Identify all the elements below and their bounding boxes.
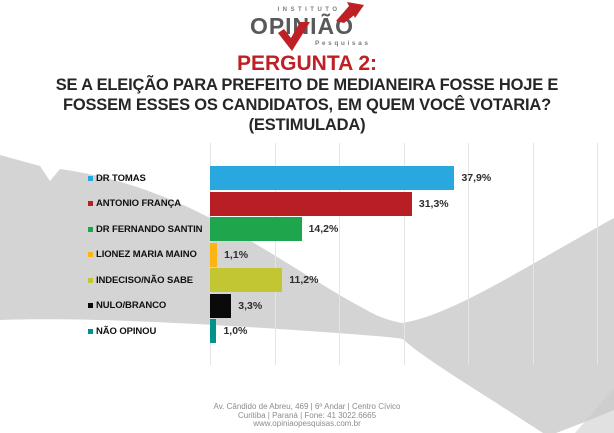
legend-item-indeciso-nao-sabe: INDECISO/NÃO SABE: [88, 268, 193, 292]
gridline: [339, 143, 340, 365]
institute-logo: INSTITUTO OPINIÃO Pesquisas: [0, 0, 614, 52]
legend-marker-lionez-maria-maino: [88, 252, 93, 257]
checkmark-icon: [278, 2, 364, 51]
gridline: [532, 143, 534, 365]
footer-address: Av. Cândido de Abreu, 469 | 6º Andar | C…: [213, 402, 401, 411]
bar-value-nao-opinou: 1,0%: [223, 325, 248, 337]
bar-value-dr-tomas: 37,9%: [461, 172, 492, 184]
legend-marker-nulo-branco: [88, 303, 93, 308]
page-title: PERGUNTA 2:: [236, 52, 377, 75]
footer: Av. Cândido de Abreu, 469 | 6º Andar | C…: [0, 402, 614, 429]
right-swoosh-shape: [402, 218, 614, 433]
bar-indeciso-nao-sabe: [210, 268, 283, 292]
legend-item-nulo-branco: NULO/BRANCO: [88, 294, 166, 318]
legend-marker-dr-tomas: [88, 175, 93, 181]
bar-value-dr-fernando-santin: 14,2%: [308, 223, 339, 235]
corner-swoosh-shape: [575, 388, 614, 433]
bar-lionez-maria-maino: [210, 242, 218, 267]
bar-value-indeciso-nao-sabe: 11,2%: [289, 274, 319, 286]
left-swoosh-shape: [0, 155, 403, 339]
legend-marker-indeciso-nao-sabe: [88, 277, 93, 283]
legend-marker-dr-fernando-santin: [88, 226, 93, 232]
legend-item-nao-opinou: NÃO OPINOU: [88, 319, 156, 343]
gridline: [468, 143, 469, 365]
gridline: [274, 143, 276, 365]
gridline: [403, 143, 405, 365]
question-text: SE A ELEIÇÃO PARA PREFEITO DE MEDIANEIRA…: [0, 75, 614, 135]
logo-tagline-text: Pesquisas: [315, 40, 371, 47]
legend-marker-antonio-franca: [88, 201, 93, 206]
logo-institute-text: INSTITUTO: [277, 7, 341, 13]
gridline: [597, 143, 598, 365]
bar-dr-tomas: [210, 166, 455, 190]
legend-label-nulo-branco: NULO/BRANCO: [96, 300, 167, 311]
legend-item-dr-tomas: DR TOMAS: [88, 166, 146, 190]
footer-website: www.opiniaopesquisas.com.br: [253, 419, 361, 428]
footer-city-phone: Curitiba | Paraná | Fone: 41 3022.6665: [237, 410, 377, 420]
legend-label-dr-tomas: DR TOMAS: [96, 172, 146, 184]
legend-label-antonio-franca: ANTONIO FRANÇA: [96, 198, 181, 209]
bar-dr-fernando-santin: [210, 217, 302, 241]
legend-item-lionez-maria-maino: LIONEZ MARIA MAINO: [88, 243, 197, 267]
question-line-2: FOSSEM ESSES OS CANDIDATOS, EM QUEM VOCÊ…: [62, 96, 551, 114]
bar-nulo-branco: [210, 293, 232, 318]
legend-label-indeciso-nao-sabe: INDECISO/NÃO SABE: [96, 274, 194, 286]
legend-item-antonio-franca: ANTONIO FRANÇA: [88, 192, 181, 216]
bar-value-nulo-branco: 3,3%: [238, 299, 263, 312]
bar-nao-opinou: [210, 319, 217, 343]
legend-label-dr-fernando-santin: DR FERNANDO SANTIN: [96, 223, 203, 235]
legend-item-dr-fernando-santin: DR FERNANDO SANTIN: [88, 217, 203, 241]
bar-value-lionez-maria-maino: 1,1%: [224, 248, 249, 261]
question-line-3: (ESTIMULADA): [248, 116, 366, 134]
bar-antonio-franca: [210, 191, 412, 216]
question-line-1: SE A ELEIÇÃO PARA PREFEITO DE MEDIANEIRA…: [55, 76, 559, 94]
bar-value-antonio-franca: 31,3%: [418, 197, 449, 210]
legend-label-lionez-maria-maino: LIONEZ MARIA MAINO: [96, 249, 197, 260]
legend-marker-nao-opinou: [88, 328, 93, 334]
legend-label-nao-opinou: NÃO OPINOU: [96, 325, 157, 337]
